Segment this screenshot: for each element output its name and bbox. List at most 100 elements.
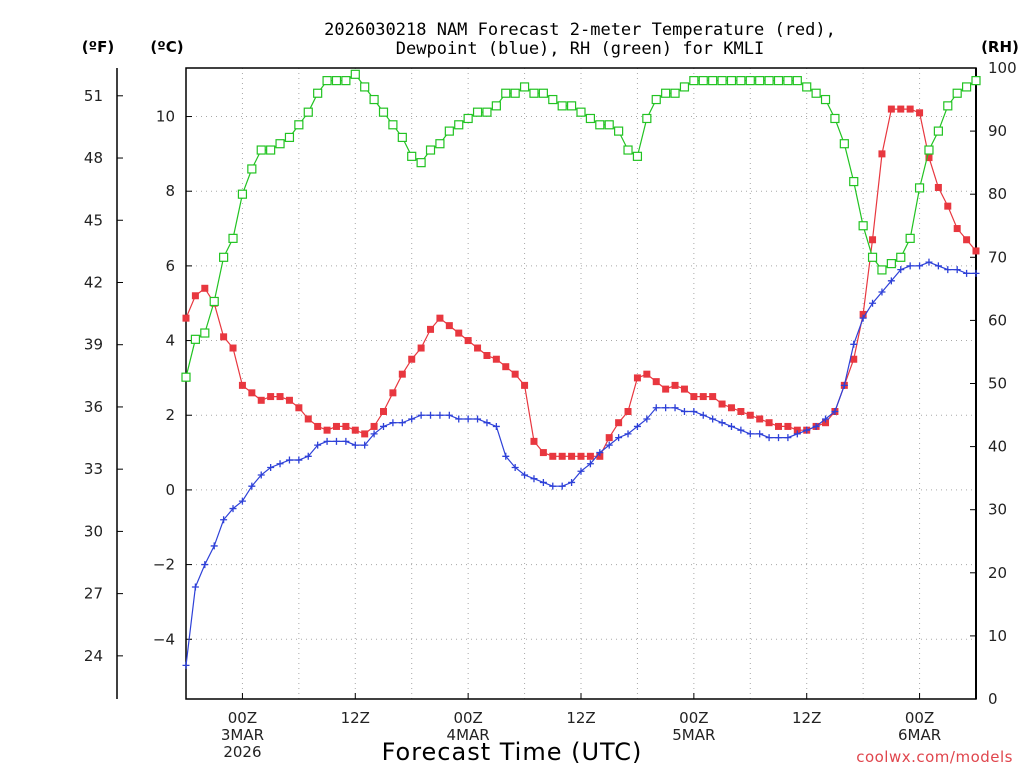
- rh-tick-label: 50: [988, 375, 1007, 393]
- rh-point: [425, 145, 436, 155]
- x-tick-label: 00Z: [453, 709, 482, 727]
- dewpoint-point: [323, 437, 331, 445]
- rh-point: [529, 88, 539, 98]
- rh-point: [764, 76, 774, 86]
- rh-point: [661, 88, 671, 98]
- rh-point: [209, 296, 219, 307]
- temperature-point: [483, 351, 491, 359]
- rh-point: [341, 76, 351, 86]
- rh-point: [830, 113, 840, 124]
- dewpoint-point: [775, 434, 782, 442]
- dewpoint-point: [220, 516, 228, 524]
- temperature-point: [963, 236, 971, 244]
- temperature-point: [633, 374, 641, 382]
- temperature-point: [887, 105, 895, 113]
- temperature-point: [643, 370, 651, 378]
- temperature-point: [652, 378, 660, 386]
- rh-point: [867, 252, 878, 262]
- dewpoint-point: [680, 408, 688, 416]
- temperature-point: [784, 422, 792, 430]
- rh-point: [961, 82, 972, 92]
- dewpoint-point: [831, 408, 839, 416]
- x-tick-label: 5MAR: [672, 726, 715, 744]
- dewpoint-point: [662, 404, 670, 412]
- dewpoint-point: [191, 583, 199, 591]
- rh-point: [538, 88, 548, 98]
- dewpoint-point: [812, 422, 820, 430]
- dewpoint-point: [671, 404, 679, 412]
- dewpoint-point: [521, 471, 529, 479]
- rh-point: [924, 145, 934, 155]
- dewpoint-point: [925, 258, 933, 266]
- rh-tick-label: 90: [988, 122, 1007, 140]
- temperature-point: [295, 404, 303, 412]
- temperature-point: [662, 385, 670, 393]
- rh-point: [378, 107, 389, 117]
- fahrenheit-tick-label: 33: [84, 460, 103, 478]
- rh-point: [228, 233, 238, 243]
- temperature-point: [191, 292, 199, 300]
- dewpoint-point: [417, 411, 425, 419]
- temperature-point: [408, 355, 416, 363]
- rh-point: [679, 82, 690, 92]
- rh-point: [510, 88, 520, 98]
- temperature-point: [699, 393, 707, 401]
- rh-point: [642, 113, 652, 124]
- dewpoint-point: [248, 482, 256, 490]
- rh-point: [275, 139, 285, 149]
- rh-tick-label: 60: [988, 311, 1007, 329]
- rh-tick-label: 40: [988, 438, 1007, 456]
- rh-point: [886, 259, 896, 269]
- dewpoint-point: [624, 430, 632, 438]
- x-tick-label: 6MAR: [898, 726, 941, 744]
- rh-point: [266, 145, 276, 155]
- rh-point: [726, 76, 737, 86]
- dewpoint-point: [445, 411, 453, 419]
- chart-subtitle: Dewpoint (blue), RH (green) for KMLI: [396, 39, 764, 59]
- dewpoint-point: [878, 288, 886, 296]
- temperature-point: [793, 426, 801, 434]
- temperature-point: [238, 381, 246, 389]
- rh-point: [294, 120, 304, 130]
- dewpoint-point: [793, 430, 801, 438]
- rh-point: [651, 94, 661, 105]
- dewpoint-point: [361, 441, 369, 449]
- dewpoint-point: [276, 460, 284, 468]
- rh-point: [219, 252, 229, 262]
- temperature-point: [285, 396, 293, 404]
- temperature-point: [690, 393, 698, 401]
- rh-point: [472, 107, 483, 117]
- rh-point: [256, 145, 266, 155]
- dewpoint-point: [709, 415, 717, 423]
- dewpoint-point: [746, 430, 754, 438]
- x-tick-label: 12Z: [341, 709, 370, 727]
- temperature-point: [586, 452, 594, 460]
- dewpoint-point: [332, 437, 340, 445]
- dewpoint-point: [718, 419, 726, 427]
- rh-point: [839, 139, 849, 149]
- dewpoint-point: [944, 266, 952, 274]
- rh-point: [200, 328, 210, 338]
- temperature-point: [445, 322, 453, 330]
- temperature-point: [859, 310, 867, 318]
- dewpoint-point: [436, 411, 444, 419]
- temperature-point: [474, 344, 482, 352]
- rh-point: [914, 183, 925, 193]
- rh-point: [858, 221, 868, 231]
- rh-point: [237, 189, 248, 199]
- temperature-point: [380, 408, 387, 416]
- rh-point: [755, 76, 765, 86]
- temperature-point: [944, 202, 952, 210]
- celsius-unit-label: (ºC): [150, 38, 183, 56]
- rh-point: [736, 76, 746, 86]
- temperature-point: [361, 430, 369, 438]
- fahrenheit-tick-label: 36: [84, 398, 103, 416]
- dewpoint-point: [539, 478, 547, 486]
- rh-point: [360, 82, 370, 92]
- dewpoint-point: [267, 464, 275, 472]
- rh-point: [896, 252, 906, 262]
- rh-point: [717, 76, 727, 86]
- rh-point: [877, 265, 887, 275]
- temperature-point: [257, 396, 265, 404]
- celsius-tick-label: 6: [165, 257, 175, 275]
